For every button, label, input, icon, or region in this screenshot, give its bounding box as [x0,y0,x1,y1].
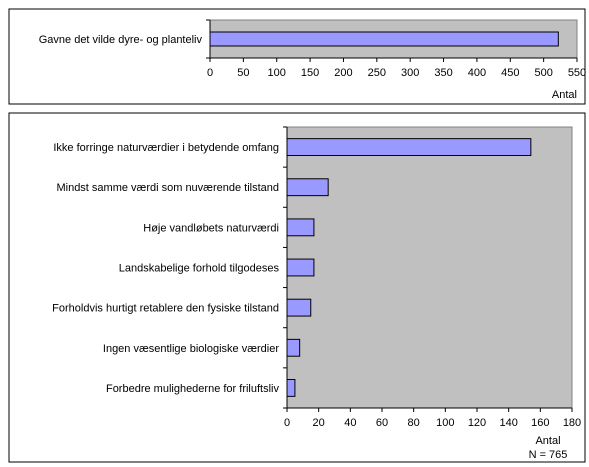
c1-x-tick-label: 400 [468,67,486,79]
c2-bar [286,218,315,237]
c2-category-label: Landskabelige forhold tilgodeses [119,263,280,275]
c2-bar [286,258,315,277]
c1-x-tick-label: 100 [268,67,286,79]
c1-x-tick-label: 50 [237,67,249,79]
c1-category-label: Gavne det vilde dyre- og planteliv [39,34,203,46]
c1-x-tick-label: 550 [568,67,586,79]
chart-2-sample-size-note: N = 765 [529,449,568,461]
c1-x-tick-label: 450 [501,67,519,79]
c2-x-tick-label: 80 [408,417,420,429]
c2-category-label: Forbedre mulighederne for friluftsliv [106,383,280,395]
c1-x-tick-label: 300 [401,67,419,79]
c2-category-label: Forholdvis hurtigt retablere den fysiske… [52,303,279,315]
c1-x-tick-label: 200 [334,67,352,79]
c2-x-tick-label: 100 [436,417,454,429]
c1-x-tick-label: 0 [207,67,213,79]
c2-category-label: Ikke forringe naturværdier i betydende o… [53,142,279,154]
chart-1: Gavne det vilde dyre- og planteliv 0 50 10… [39,19,586,101]
chart-2: Ikke forringe naturværdier i betydende o… [52,126,581,461]
c2-bar [286,138,532,157]
c1-x-tick-label: 150 [301,67,319,79]
c2-x-tick-label: 60 [376,417,388,429]
c1-x-tick-label: 250 [368,67,386,79]
c1-bar [209,31,559,47]
c2-x-tick-label: 40 [344,417,356,429]
c2-x-tick-label: 20 [313,417,325,429]
chart-1-x-axis-label: Antal [552,89,577,101]
c2-x-tick-label: 120 [468,417,486,429]
c1-x-tick-label: 350 [434,67,452,79]
chart-2-x-axis-label: Antal [535,435,560,447]
c2-bar [286,378,296,397]
c2-category-label: Ingen væsentlige biologiske værdier [103,343,279,355]
c2-x-tick-label: 0 [284,417,290,429]
c2-x-tick-label: 140 [499,417,517,429]
c2-category-label: Høje vandløbets naturværdi [143,222,279,234]
chart-2-plot-area [286,126,573,409]
c2-bar [286,178,329,197]
c2-x-tick-label: 180 [563,417,581,429]
c2-bar [286,338,301,357]
c2-bar [286,298,312,317]
c2-category-label: Mindst samme værdi som nuværende tilstan… [56,182,279,194]
c1-x-tick-label: 500 [534,67,552,79]
c2-x-tick-label: 160 [531,417,549,429]
